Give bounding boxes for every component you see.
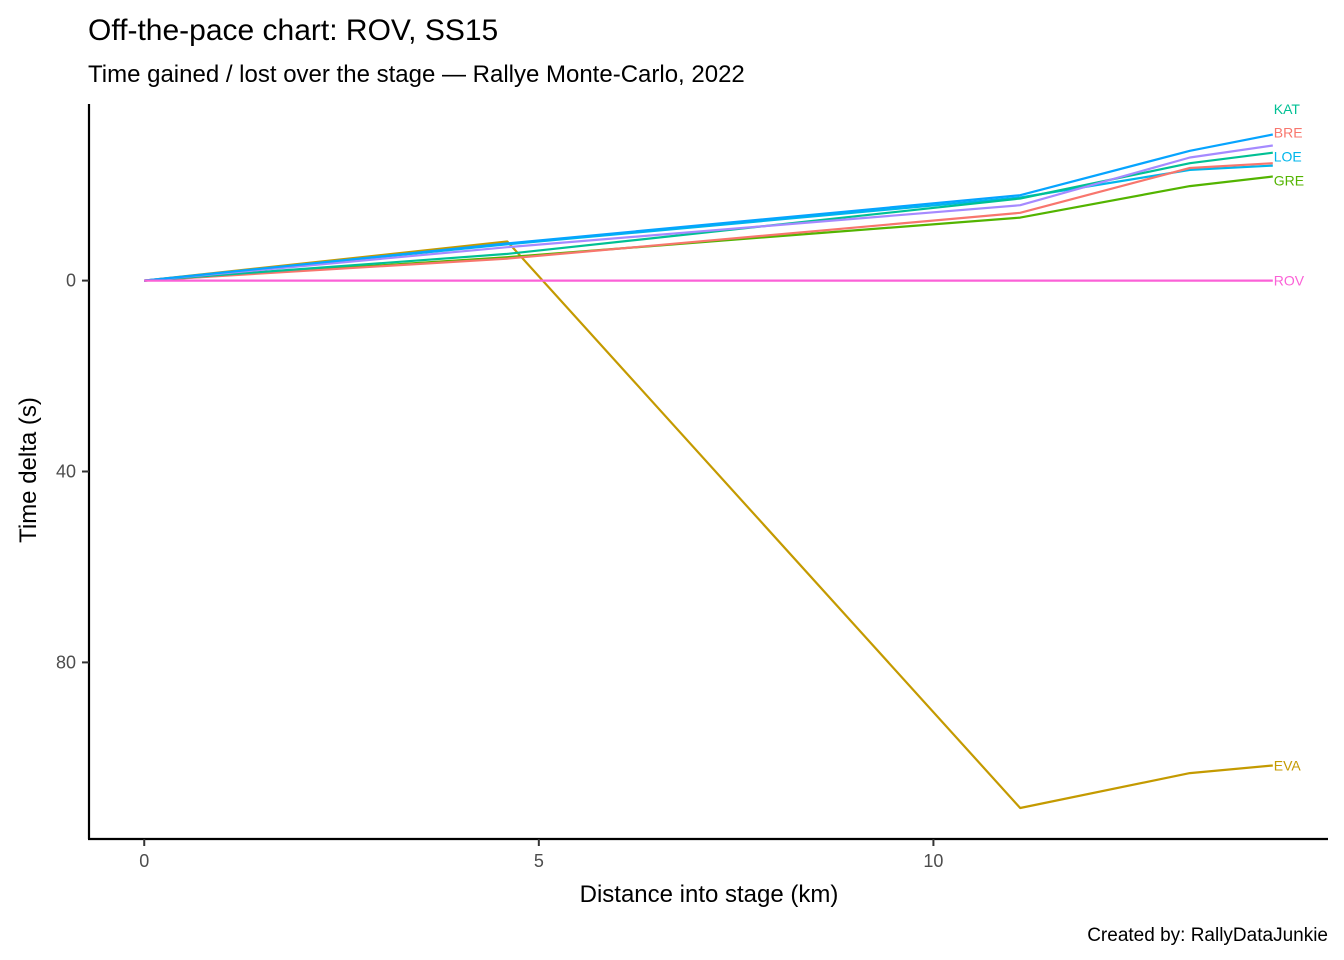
line-label-gre: GRE <box>1274 172 1304 188</box>
series-line-unlabeled-6 <box>144 133 1274 282</box>
series-line-bre <box>144 162 1273 282</box>
series-line-kat <box>144 151 1273 282</box>
x-tick-label: 10 <box>923 851 943 871</box>
line-label-kat: KAT <box>1274 101 1301 117</box>
series-line-unlabeled-5 <box>144 144 1273 282</box>
y-tick-label: 0 <box>66 271 76 291</box>
line-label-loe: LOE <box>1274 149 1302 165</box>
line-label-rov: ROV <box>1274 273 1305 289</box>
x-axis-title: Distance into stage (km) <box>580 881 839 908</box>
x-tick-label: 5 <box>534 851 544 871</box>
x-axis-ticks: 0 5 10 <box>139 839 943 871</box>
line-label-bre: BRE <box>1274 125 1303 141</box>
line-end-labels: EVA GRE LOE BRE KAT ROV <box>1274 101 1305 774</box>
line-label-eva: EVA <box>1274 758 1302 774</box>
chart-caption: Created by: RallyDataJunkie <box>1087 925 1328 946</box>
chart-subtitle: Time gained / lost over the stage — Rall… <box>88 61 745 88</box>
x-tick-label: 0 <box>139 851 149 871</box>
y-tick-label: 80 <box>56 652 76 672</box>
chart-title: Off-the-pace chart: ROV, SS15 <box>88 14 498 47</box>
y-axis-title: Time delta (s) <box>15 397 42 543</box>
plot-lines <box>144 133 1274 810</box>
y-tick-label: 40 <box>56 462 76 482</box>
y-axis-ticks: 0 40 80 <box>56 271 89 672</box>
series-line-eva <box>144 240 1273 810</box>
